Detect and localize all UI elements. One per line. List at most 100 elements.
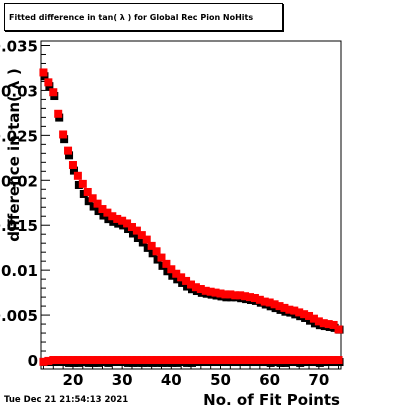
mean-marker: [147, 241, 156, 250]
y-tick-label: 0.02: [1, 172, 38, 190]
mean-marker: [300, 310, 309, 319]
mean-marker: [290, 306, 299, 315]
x-tick-label: 20: [63, 371, 84, 389]
mean-marker: [44, 78, 53, 87]
sigma-marker: [182, 356, 191, 365]
x-axis-label: No. of Fit Points: [203, 391, 340, 409]
mean-marker: [211, 288, 220, 297]
sigma-marker: [206, 356, 215, 365]
sigma-marker: [187, 356, 195, 365]
sigma-marker: [177, 356, 186, 365]
mean-marker: [118, 216, 127, 225]
sigma-marker: [280, 356, 289, 365]
mean-marker: [260, 297, 269, 306]
timestamp: Tue Dec 21 21:54:13 2021: [4, 395, 129, 405]
sigma-marker: [319, 356, 328, 365]
sigma-marker: [103, 356, 112, 365]
y-tick-label: 0.025: [0, 127, 38, 145]
mean-marker: [83, 187, 92, 196]
sigma-marker: [246, 356, 255, 365]
sigma-marker: [216, 356, 225, 365]
x-tick-label: 30: [112, 371, 133, 389]
sigma-marker: [290, 356, 299, 365]
mean-marker: [314, 317, 323, 326]
sigma-marker: [255, 356, 264, 365]
sigma-marker: [270, 356, 279, 365]
mean-marker: [142, 235, 151, 244]
sigma-marker: [132, 356, 141, 365]
mean-marker: [78, 179, 87, 188]
sigma-marker: [118, 356, 127, 365]
sigma-marker: [152, 356, 161, 365]
sigma-marker: [265, 356, 274, 365]
sigma-marker: [39, 357, 48, 366]
mean-marker: [187, 280, 195, 289]
sigma-marker: [172, 356, 181, 365]
sigma-marker: [309, 356, 318, 365]
mean-marker: [49, 88, 58, 97]
mean-marker: [241, 292, 250, 301]
sigma-marker: [314, 356, 323, 365]
mean-marker: [275, 302, 284, 311]
sigma-marker: [98, 356, 107, 365]
sigma-marker: [260, 356, 269, 365]
mean-marker: [88, 194, 97, 203]
mean-marker: [157, 253, 166, 262]
mean-marker: [127, 223, 136, 232]
sigma-marker: [147, 356, 156, 365]
sigma-marker: [49, 356, 58, 365]
sigma-marker: [88, 356, 97, 365]
mean-marker: [182, 276, 191, 285]
sigma-marker: [108, 356, 117, 365]
mean-marker: [64, 146, 73, 155]
y-tick-label: 0.005: [0, 307, 38, 325]
mean-marker: [319, 319, 328, 328]
mean-marker: [270, 300, 279, 309]
sigma-marker: [236, 356, 245, 365]
mean-marker: [123, 219, 132, 228]
mean-marker: [196, 285, 205, 294]
sigma-marker: [285, 356, 294, 365]
x-tick-label: 60: [259, 371, 280, 389]
mean-marker: [137, 231, 146, 240]
sigma-marker: [295, 356, 304, 365]
sigma-marker: [221, 356, 230, 365]
sigma-marker: [226, 356, 235, 365]
sigma-marker: [113, 356, 122, 365]
mean-marker: [177, 273, 186, 282]
mean-marker: [108, 212, 117, 221]
sigma-marker: [300, 356, 309, 365]
sigma-marker: [78, 356, 87, 365]
sigma-marker: [93, 356, 102, 365]
mean-marker: [206, 287, 215, 296]
x-tick-label: 50: [210, 371, 231, 389]
y-tick-label: 0.01: [1, 262, 38, 280]
sigma-marker: [334, 356, 343, 365]
sigma-marker: [59, 356, 68, 365]
sigma-marker: [83, 356, 92, 365]
mean-marker: [132, 226, 141, 235]
mean-marker: [309, 314, 318, 323]
mean-marker: [221, 290, 230, 299]
sigma-marker: [275, 356, 284, 365]
mean-marker: [103, 208, 112, 217]
mean-marker: [295, 308, 304, 317]
mean-marker: [162, 259, 171, 268]
sigma-marker: [167, 356, 176, 365]
mean-marker: [236, 291, 245, 300]
mean-marker: [59, 130, 68, 139]
mean-marker: [246, 293, 255, 302]
mean-marker: [73, 171, 82, 180]
mean-marker: [265, 298, 274, 307]
chart-title: Fitted difference in tan( λ ) for Global…: [9, 13, 254, 22]
sigma-marker: [142, 356, 151, 365]
title-box: Fitted difference in tan( λ ) for Global…: [4, 3, 283, 31]
mean-marker: [69, 166, 78, 175]
mean-marker: [305, 311, 314, 320]
mean-marker: [167, 265, 176, 274]
mean-marker: [60, 135, 69, 144]
y-tick-label: 0.015: [0, 217, 38, 235]
sigma-marker: [250, 356, 259, 365]
